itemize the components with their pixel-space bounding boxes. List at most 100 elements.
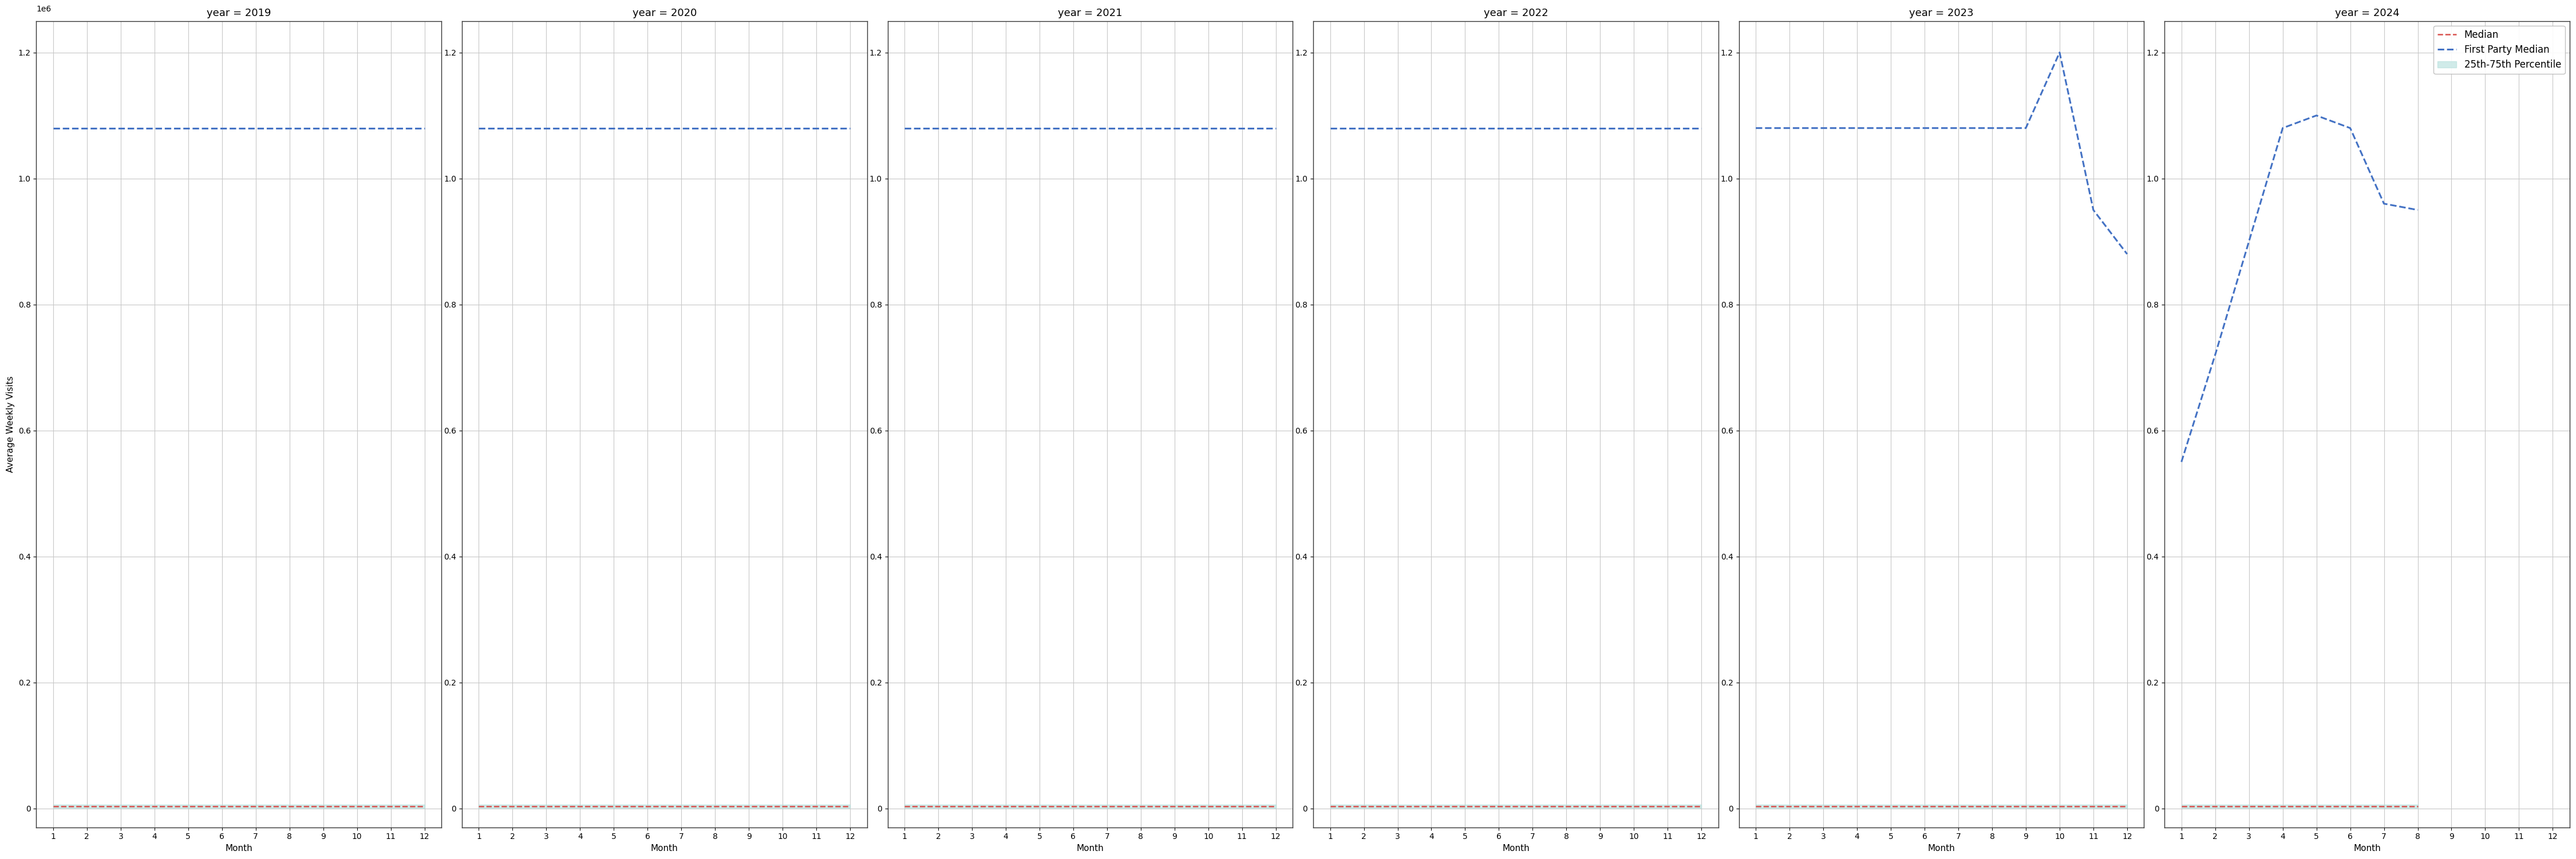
Median: [1347, 801, 1378, 812]
First Party Median: [531, 123, 562, 133]
Legend: Median, First Party Median, 25th-75th Percentile: Median, First Party Median, 25th-75th Pe…: [2434, 26, 2566, 74]
Median: [2300, 801, 2331, 812]
First Party Median: [1584, 123, 1615, 133]
First Party Median: [801, 123, 832, 133]
First Party Median: [956, 123, 987, 133]
First Party Median: [989, 123, 1020, 133]
First Party Median: [139, 123, 170, 133]
First Party Median: [922, 123, 953, 133]
First Party Median: [2200, 350, 2231, 360]
Text: 1e6: 1e6: [36, 5, 52, 13]
First Party Median: [564, 123, 595, 133]
First Party Median: [1976, 123, 2007, 133]
Median: [667, 801, 698, 812]
Median: [1226, 801, 1257, 812]
Median: [307, 801, 337, 812]
First Party Median: [1159, 123, 1190, 133]
First Party Median: [1059, 123, 1090, 133]
Median: [2334, 801, 2365, 812]
Median: [701, 801, 732, 812]
Y-axis label: Average Weekly Visits: Average Weekly Visits: [5, 376, 15, 472]
Median: [410, 801, 440, 812]
Median: [2233, 801, 2264, 812]
First Party Median: [1775, 123, 1806, 133]
Median: [2200, 801, 2231, 812]
Median: [564, 801, 595, 812]
Median: [464, 801, 495, 812]
First Party Median: [2009, 123, 2040, 133]
First Party Median: [2045, 47, 2076, 58]
First Party Median: [72, 123, 103, 133]
Median: [631, 801, 662, 812]
Median: [922, 801, 953, 812]
Median: [1942, 801, 1973, 812]
First Party Median: [701, 123, 732, 133]
Median: [1584, 801, 1615, 812]
Median: [598, 801, 629, 812]
First Party Median: [631, 123, 662, 133]
First Party Median: [206, 123, 237, 133]
Median: [1193, 801, 1224, 812]
Median: [376, 801, 407, 812]
Median: [1551, 801, 1582, 812]
Title: year = 2024: year = 2024: [2334, 9, 2398, 19]
Median: [497, 801, 528, 812]
First Party Median: [1618, 123, 1649, 133]
X-axis label: Month: Month: [1502, 844, 1530, 853]
Median: [1159, 801, 1190, 812]
First Party Median: [1025, 123, 1056, 133]
Median: [2166, 801, 2197, 812]
First Party Median: [1417, 123, 1448, 133]
First Party Median: [1226, 123, 1257, 133]
First Party Median: [1741, 123, 1772, 133]
First Party Median: [1347, 123, 1378, 133]
First Party Median: [2079, 204, 2110, 215]
First Party Median: [1126, 123, 1157, 133]
First Party Median: [1942, 123, 1973, 133]
Title: year = 2023: year = 2023: [1909, 9, 1973, 19]
Median: [734, 801, 765, 812]
Title: year = 2019: year = 2019: [206, 9, 270, 19]
First Party Median: [889, 123, 920, 133]
First Party Median: [598, 123, 629, 133]
First Party Median: [768, 123, 799, 133]
First Party Median: [734, 123, 765, 133]
First Party Median: [1193, 123, 1224, 133]
Median: [173, 801, 204, 812]
Median: [1775, 801, 1806, 812]
X-axis label: Month: Month: [1077, 844, 1103, 853]
First Party Median: [173, 123, 204, 133]
Median: [1059, 801, 1090, 812]
Median: [801, 801, 832, 812]
Median: [1417, 801, 1448, 812]
Median: [2367, 801, 2398, 812]
Median: [1517, 801, 1548, 812]
Median: [1383, 801, 1414, 812]
Line: First Party Median: First Party Median: [1757, 52, 2128, 254]
First Party Median: [497, 123, 528, 133]
First Party Median: [1875, 123, 1906, 133]
First Party Median: [2112, 249, 2143, 259]
First Party Median: [376, 123, 407, 133]
First Party Median: [1517, 123, 1548, 133]
First Party Median: [1383, 123, 1414, 133]
First Party Median: [2367, 198, 2398, 209]
X-axis label: Month: Month: [224, 844, 252, 853]
First Party Median: [1314, 123, 1345, 133]
Median: [1314, 801, 1345, 812]
Median: [206, 801, 237, 812]
Median: [531, 801, 562, 812]
Median: [1126, 801, 1157, 812]
Median: [1092, 801, 1123, 812]
Median: [343, 801, 374, 812]
Median: [1687, 801, 1718, 812]
First Party Median: [343, 123, 374, 133]
First Party Median: [1808, 123, 1839, 133]
First Party Median: [106, 123, 137, 133]
Median: [1976, 801, 2007, 812]
First Party Median: [2403, 204, 2434, 215]
Median: [2009, 801, 2040, 812]
Median: [1025, 801, 1056, 812]
First Party Median: [667, 123, 698, 133]
Median: [273, 801, 304, 812]
